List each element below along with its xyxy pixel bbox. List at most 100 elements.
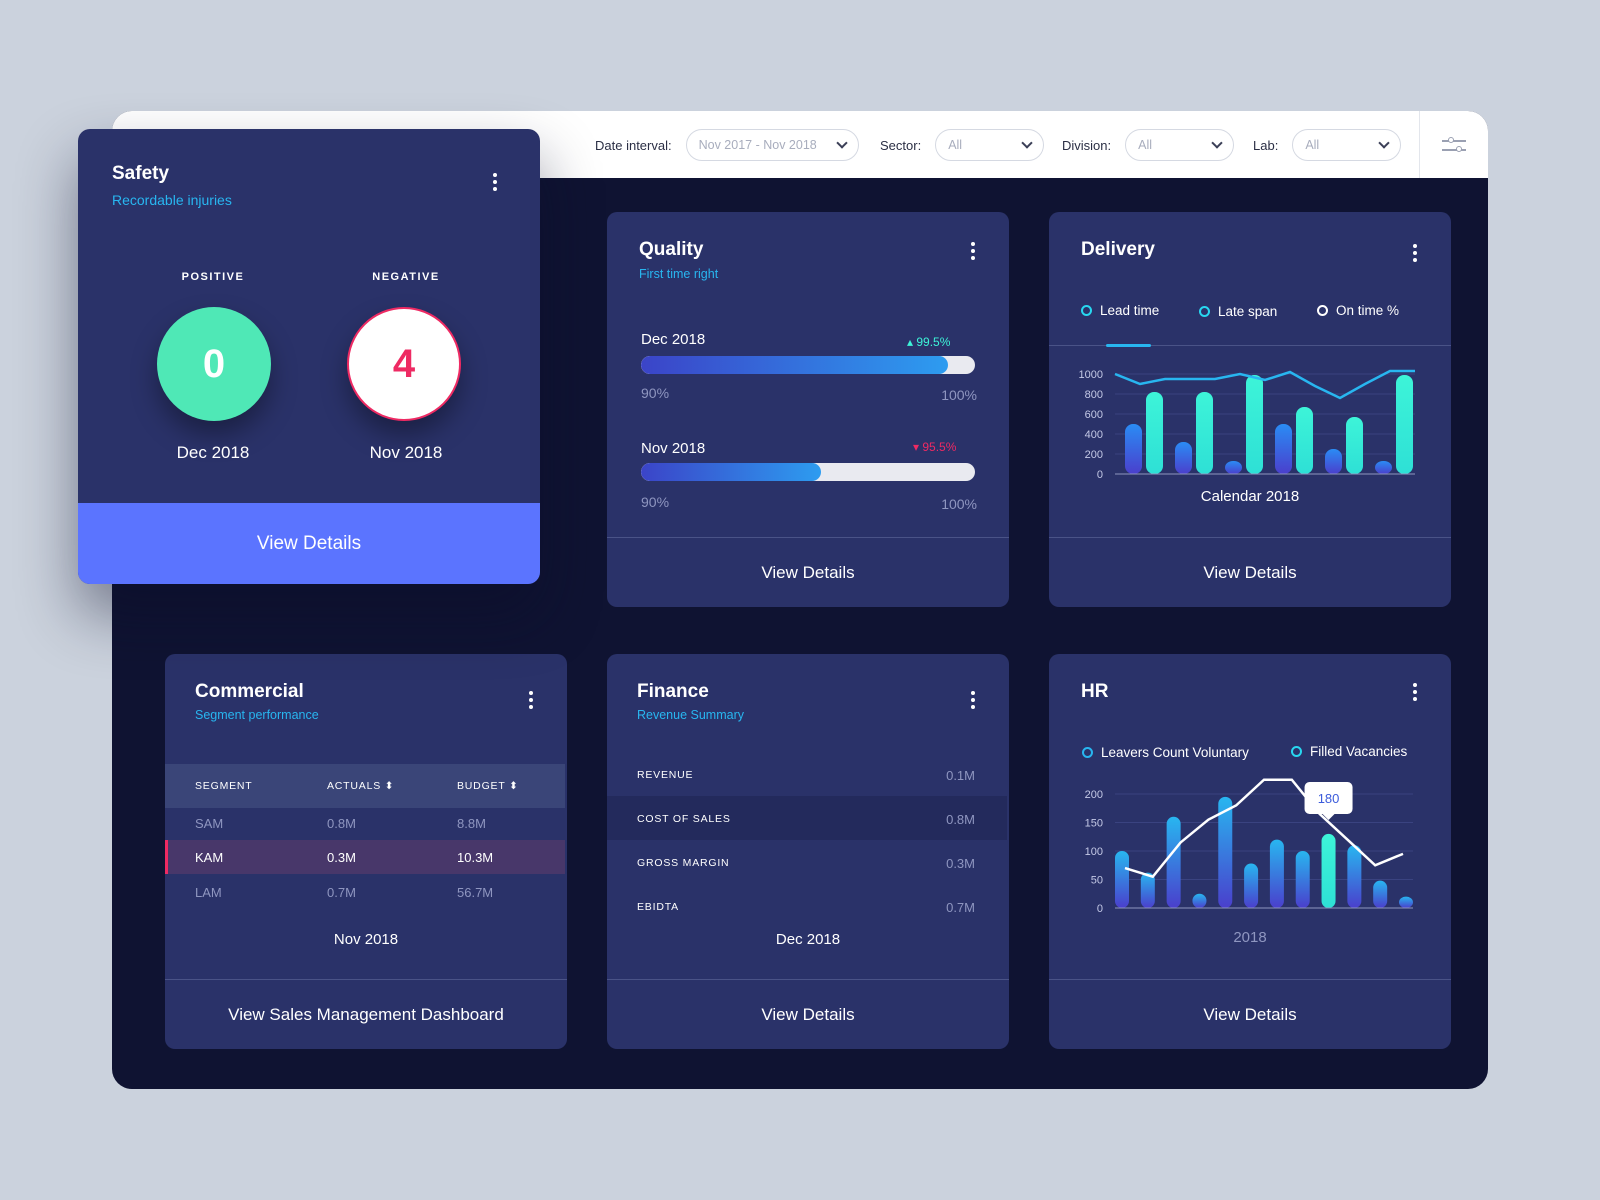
lab-select[interactable]: All	[1292, 129, 1402, 161]
card-title: Safety	[112, 163, 170, 184]
y-tick-label: 100	[1085, 846, 1103, 858]
y-tick-label: 0	[1097, 469, 1103, 481]
late-span-bar	[1346, 417, 1363, 474]
trend-line	[1124, 778, 1404, 879]
view-details-button[interactable]: View Details	[78, 503, 540, 584]
lab-label: Lab:	[1253, 137, 1279, 153]
legend-label: Late span	[1218, 304, 1278, 319]
lead-time-bar	[1225, 461, 1242, 474]
chart-caption: Calendar 2018	[1200, 488, 1300, 505]
chevron-down-icon	[1211, 136, 1223, 149]
finance-row-label: COST OF SALES	[637, 813, 731, 825]
view-details-button[interactable]: View Details	[607, 979, 1009, 1049]
leavers-bar	[1347, 845, 1362, 908]
view-sales-dashboard-button[interactable]: View Sales Management Dashboard	[165, 979, 567, 1049]
finance-row: REVENUE 0.1M	[607, 752, 1007, 796]
hr-card: HR Leavers Count Voluntary Filled Vacanc…	[1049, 654, 1451, 1049]
view-details-button[interactable]: View Details	[1049, 979, 1451, 1049]
table-row-selected[interactable]: KAM 0.3M 10.3M	[165, 840, 565, 874]
negative-label: NEGATIVE	[372, 271, 440, 283]
dashboard-frame: Date interval: Nov 2017 - Nov 2018 Secto…	[112, 111, 1488, 1089]
finance-row-value: 0.7M	[946, 900, 975, 915]
legend-lead-time[interactable]: Lead time	[1081, 303, 1159, 318]
more-menu-icon[interactable]	[971, 691, 975, 709]
selected-row-marker	[165, 840, 168, 874]
legend-label: Lead time	[1100, 303, 1160, 318]
leavers-bar	[1295, 851, 1310, 908]
legend-divider	[1049, 345, 1451, 346]
late-span-bar	[1396, 375, 1413, 474]
negative-count-circle: 4	[347, 307, 461, 421]
actuals-cell: 0.3M	[327, 850, 356, 865]
chevron-down-icon	[1378, 136, 1390, 149]
date-interval-filter: Date interval: Nov 2017 - Nov 2018	[595, 129, 859, 161]
legend-filled-vacancies[interactable]: Filled Vacancies	[1291, 744, 1407, 759]
lab-filter: Lab: All	[1253, 129, 1402, 161]
finance-row: COST OF SALES 0.8M	[607, 796, 1007, 840]
quality-axis-max: 100%	[941, 496, 977, 512]
quality-progress-fill	[641, 463, 822, 481]
y-tick-label: 150	[1085, 818, 1103, 830]
leavers-bar	[1399, 896, 1413, 908]
lead-time-bar	[1125, 424, 1142, 474]
legend-marker-icon	[1081, 305, 1092, 316]
view-details-button[interactable]: View Details	[607, 537, 1009, 607]
quality-progress-bar	[641, 463, 975, 481]
card-title: Commercial	[195, 681, 304, 702]
more-menu-icon[interactable]	[493, 173, 497, 191]
finance-row-label: EBIDTA	[637, 901, 679, 913]
legend-leavers[interactable]: Leavers Count Voluntary	[1082, 745, 1249, 760]
legend-label: Leavers Count Voluntary	[1101, 745, 1249, 760]
positive-label: POSITIVE	[181, 271, 245, 283]
card-subtitle: Segment performance	[195, 708, 319, 722]
sector-value: All	[948, 138, 963, 152]
filled-vacancies-bar	[1321, 833, 1336, 908]
division-select[interactable]: All	[1125, 129, 1235, 161]
date-interval-select[interactable]: Nov 2017 - Nov 2018	[685, 129, 859, 161]
division-label: Division:	[1062, 137, 1112, 153]
slider-line	[1442, 149, 1466, 151]
filter-settings-icon[interactable]	[1442, 135, 1466, 155]
column-header-actuals[interactable]: ACTUALS ⬍	[327, 780, 395, 792]
lead-time-bar	[1175, 442, 1192, 474]
more-menu-icon[interactable]	[1413, 244, 1417, 262]
view-details-button[interactable]: View Details	[1049, 537, 1451, 607]
negative-date: Nov 2018	[369, 443, 443, 462]
trend-down-icon: ▾	[913, 440, 923, 454]
lead-time-bar	[1375, 461, 1392, 474]
legend-marker-icon	[1317, 305, 1328, 316]
quality-axis-min: 90%	[641, 385, 670, 401]
column-header-segment[interactable]: SEGMENT	[195, 780, 253, 792]
lead-time-bar	[1325, 449, 1342, 474]
finance-row-label: REVENUE	[637, 769, 694, 781]
quality-progress-bar	[641, 356, 975, 374]
card-subtitle: Revenue Summary	[637, 708, 744, 722]
tooltip-pointer	[1322, 814, 1335, 820]
quality-row-label: Dec 2018	[641, 331, 706, 348]
slider-line	[1442, 140, 1466, 142]
segment-cell: KAM	[195, 850, 224, 865]
more-menu-icon[interactable]	[529, 691, 533, 709]
delivery-card: Delivery Lead time Late span On time % 0…	[1049, 212, 1451, 607]
finance-caption: Dec 2018	[775, 931, 841, 948]
y-tick-label: 0	[1097, 903, 1103, 915]
y-tick-label: 50	[1091, 875, 1103, 887]
legend-on-time[interactable]: On time %	[1317, 303, 1399, 318]
sector-label: Sector:	[880, 137, 922, 153]
quality-progress-fill	[641, 356, 949, 374]
budget-cell: 56.7M	[457, 885, 494, 900]
y-tick-label: 200	[1085, 449, 1103, 461]
legend-late-span[interactable]: Late span	[1199, 304, 1277, 319]
slider-knob	[1456, 146, 1462, 152]
slider-knob	[1448, 137, 1454, 143]
sector-filter: Sector: All	[880, 129, 1045, 161]
sector-select[interactable]: All	[935, 129, 1045, 161]
chevron-down-icon	[835, 136, 848, 149]
y-tick-label: 400	[1085, 429, 1103, 441]
more-menu-icon[interactable]	[1413, 683, 1417, 701]
actuals-cell: 0.7M	[327, 885, 356, 900]
column-header-budget[interactable]: BUDGET ⬍	[457, 780, 519, 792]
budget-cell: 8.8M	[457, 816, 486, 831]
more-menu-icon[interactable]	[971, 242, 975, 260]
topbar-divider	[1419, 111, 1420, 178]
